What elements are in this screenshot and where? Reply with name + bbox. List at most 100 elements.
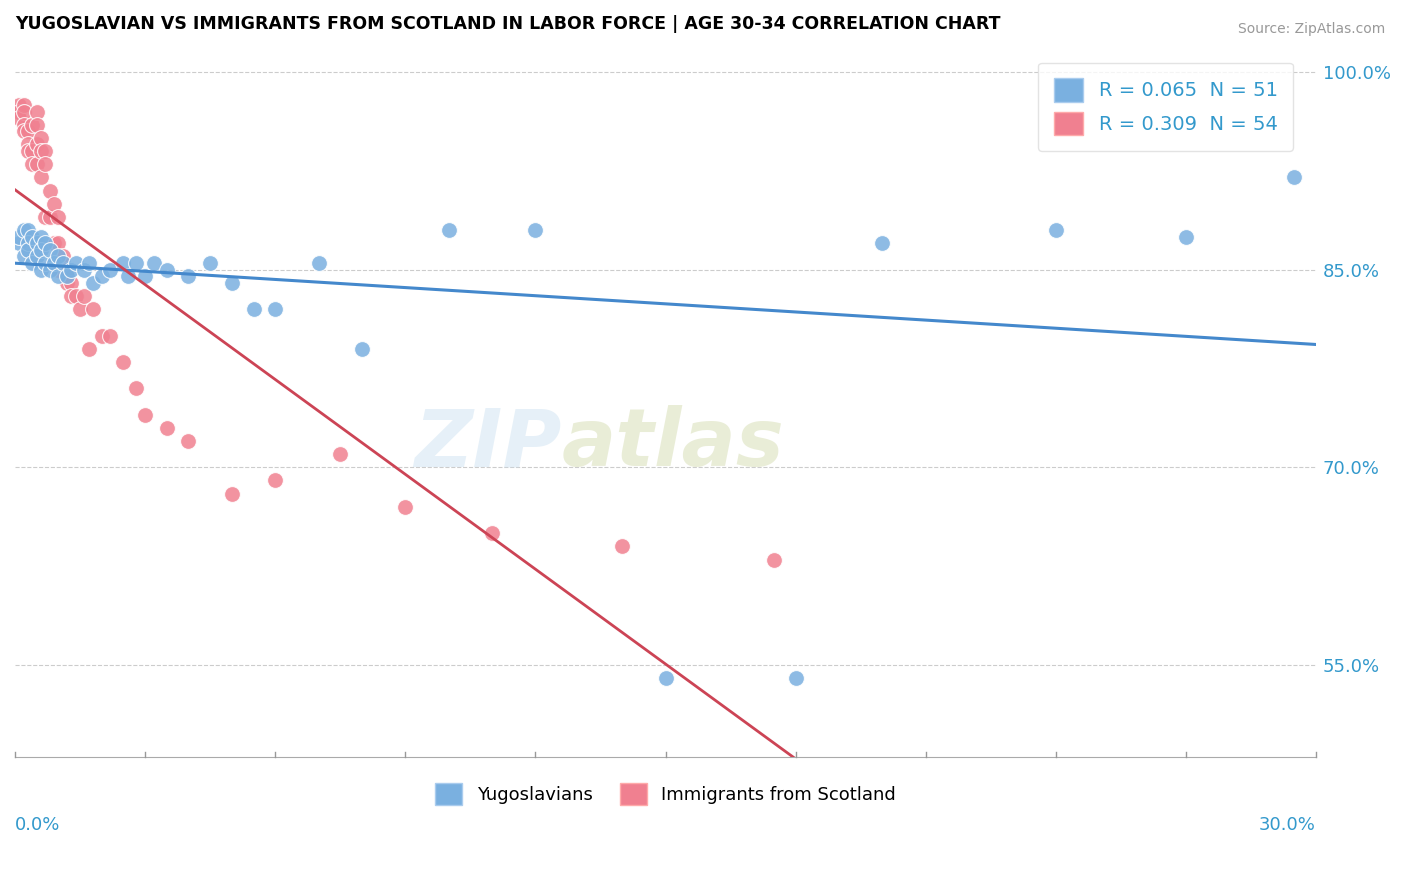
Point xyxy=(17,236,39,251)
Point xyxy=(242,302,264,317)
Point xyxy=(60,276,83,290)
Point xyxy=(73,289,96,303)
Point xyxy=(65,256,87,270)
Point xyxy=(112,256,135,270)
Point xyxy=(48,262,70,277)
Point xyxy=(48,250,70,264)
Point xyxy=(654,671,676,685)
Point xyxy=(17,223,39,237)
Point xyxy=(481,526,503,541)
Point xyxy=(117,269,139,284)
Point xyxy=(264,302,287,317)
Point xyxy=(38,184,60,198)
Point xyxy=(524,223,547,237)
Text: 0.0%: 0.0% xyxy=(15,816,60,834)
Point xyxy=(762,552,785,566)
Point xyxy=(221,486,243,500)
Point xyxy=(30,144,52,158)
Point xyxy=(142,256,165,270)
Point xyxy=(329,447,352,461)
Point xyxy=(1284,170,1306,185)
Point xyxy=(25,236,48,251)
Text: 30.0%: 30.0% xyxy=(1260,816,1316,834)
Point xyxy=(17,144,39,158)
Point xyxy=(30,243,52,257)
Point xyxy=(52,250,75,264)
Point xyxy=(13,98,35,112)
Point xyxy=(125,256,148,270)
Point xyxy=(34,157,56,171)
Point xyxy=(264,474,287,488)
Point xyxy=(8,229,31,244)
Point xyxy=(8,98,31,112)
Point xyxy=(198,256,221,270)
Point xyxy=(25,250,48,264)
Text: atlas: atlas xyxy=(561,405,785,483)
Point xyxy=(437,223,460,237)
Point xyxy=(1045,223,1067,237)
Point xyxy=(42,236,65,251)
Point xyxy=(13,118,35,132)
Text: Source: ZipAtlas.com: Source: ZipAtlas.com xyxy=(1237,22,1385,37)
Point xyxy=(65,289,87,303)
Point xyxy=(82,302,104,317)
Point xyxy=(8,104,31,119)
Point xyxy=(30,170,52,185)
Point xyxy=(350,342,373,356)
Point xyxy=(42,196,65,211)
Point xyxy=(73,262,96,277)
Point xyxy=(25,137,48,152)
Point xyxy=(34,236,56,251)
Point xyxy=(221,276,243,290)
Point xyxy=(8,111,31,125)
Point xyxy=(25,118,48,132)
Point xyxy=(134,269,156,284)
Text: YUGOSLAVIAN VS IMMIGRANTS FROM SCOTLAND IN LABOR FORCE | AGE 30-34 CORRELATION C: YUGOSLAVIAN VS IMMIGRANTS FROM SCOTLAND … xyxy=(15,15,1001,33)
Point xyxy=(21,229,44,244)
Point xyxy=(156,262,179,277)
Point xyxy=(56,262,79,277)
Point xyxy=(872,236,894,251)
Point xyxy=(13,124,35,138)
Point xyxy=(125,381,148,395)
Point xyxy=(308,256,330,270)
Point xyxy=(90,328,112,343)
Point xyxy=(785,671,807,685)
Point xyxy=(77,342,100,356)
Point xyxy=(134,408,156,422)
Point xyxy=(21,157,44,171)
Point xyxy=(52,256,75,270)
Text: ZIP: ZIP xyxy=(415,405,561,483)
Point xyxy=(82,276,104,290)
Legend: Yugoslavians, Immigrants from Scotland: Yugoslavians, Immigrants from Scotland xyxy=(427,776,903,813)
Point xyxy=(48,236,70,251)
Point xyxy=(90,269,112,284)
Point xyxy=(56,276,79,290)
Point xyxy=(21,144,44,158)
Point xyxy=(60,262,83,277)
Point xyxy=(177,269,200,284)
Point xyxy=(42,256,65,270)
Point xyxy=(38,210,60,224)
Point xyxy=(69,302,91,317)
Point xyxy=(30,229,52,244)
Point xyxy=(17,137,39,152)
Point xyxy=(60,289,83,303)
Point xyxy=(25,157,48,171)
Point xyxy=(612,539,634,553)
Point xyxy=(38,243,60,257)
Point xyxy=(156,421,179,435)
Point xyxy=(13,104,35,119)
Point xyxy=(17,124,39,138)
Point xyxy=(21,256,44,270)
Point xyxy=(100,328,122,343)
Point xyxy=(8,236,31,251)
Point xyxy=(48,269,70,284)
Point xyxy=(30,262,52,277)
Point xyxy=(21,118,44,132)
Point xyxy=(112,355,135,369)
Point xyxy=(56,269,79,284)
Point xyxy=(48,210,70,224)
Point xyxy=(13,223,35,237)
Point xyxy=(1174,229,1197,244)
